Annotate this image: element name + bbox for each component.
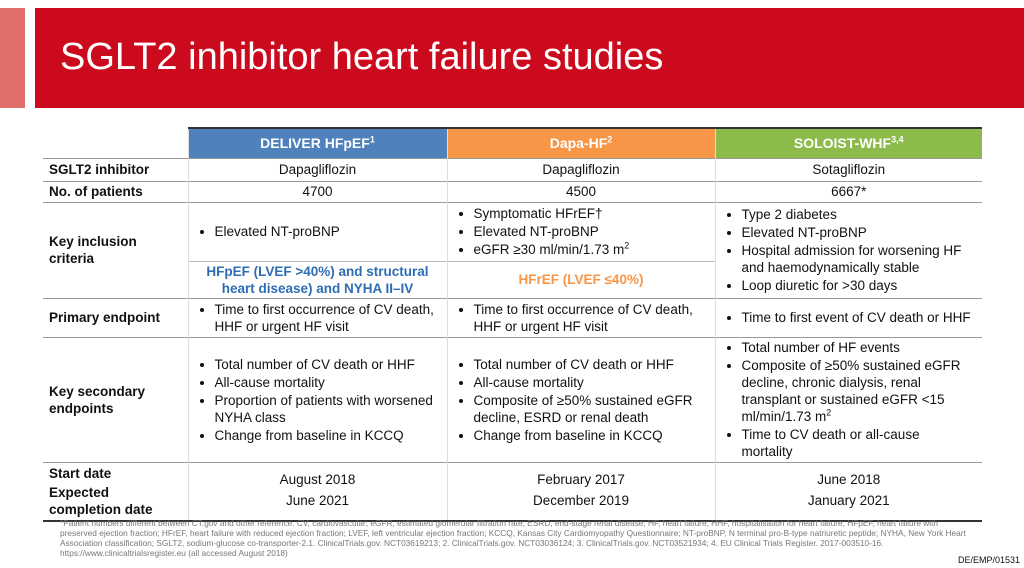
superscript: 2 [826,407,832,418]
bullet-list: Time to first event of CV death or HHF [724,309,975,326]
bullet: Total number of HF events [742,339,975,356]
bullet: Total number of CV death or HHF [215,356,439,373]
reference-code: DE/EMP/01531 [957,555,1020,565]
cell: Time to first event of CV death or HHF [714,297,982,337]
text: Dapa-HF [549,134,608,151]
column-header: SOLOIST-WHF3,4 [714,127,982,158]
header-row: DELIVER HFpEF1 Dapa-HF2 SOLOIST-WHF3,4 [43,127,982,158]
cell: Total number of CV death or HHFAll-cause… [187,336,447,462]
cell: Dapagliflozin [187,157,447,181]
superscript: 2 [624,240,630,251]
date: January 2021 [807,493,890,508]
text: DELIVER HFpEF [260,134,370,151]
criteria-note: HFrEF (LVEF ≤40%) [446,260,715,298]
bullet: Elevated NT-proBNP [474,223,707,240]
bullet: eGFR ≥30 ml/min/1.73 m2 [474,241,707,258]
row: Key inclusion criteria Elevated NT-proBNP… [43,201,982,298]
text: Composite of ≥50% sustained eGFR decline… [741,358,961,424]
row-label: Primary endpoint [43,297,188,337]
blank-cell [43,128,188,158]
bullet: Loop diuretic for >30 days [742,277,975,294]
cell: February 2017 December 2019 [446,461,715,522]
bullet: Time to first occurrence of CV death, HH… [474,301,707,335]
bullet-list: Time to first occurrence of CV death, HH… [197,301,439,335]
cell: 4700 [187,180,447,202]
bullet-list: Symptomatic HFrEF†Elevated NT-proBNPeGFR… [456,205,707,258]
row: Primary endpoint Time to first occurrence… [43,297,982,337]
bullet-list: Type 2 diabetesElevated NT-proBNPHospita… [724,206,975,294]
row-label: SGLT2 inhibitor [43,157,188,181]
text: eGFR ≥30 ml/min/1.73 m [473,242,625,257]
cell: Symptomatic HFrEF†Elevated NT-proBNPeGFR… [446,201,715,261]
bullet: Elevated NT-proBNP [215,223,439,240]
row-label: No. of patients [43,180,188,202]
date: August 2018 [279,472,356,487]
bullet: Time to first occurrence of CV death, HH… [215,301,439,335]
superscript: 3,4 [891,134,904,145]
date: February 2017 [537,472,625,487]
cell: June 2018 January 2021 [714,461,982,522]
title-banner: SGLT2 inhibitor heart failure studies [35,8,1024,108]
bullet-list: Total number of HF events Composite of ≥5… [724,339,975,460]
superscript: 1 [369,134,375,145]
cell: Time to first occurrence of CV death, HH… [187,297,447,337]
bullet: Time to first event of CV death or HHF [742,309,975,326]
note-row: HFpEF (LVEF >40%) and structural heart d… [43,260,982,298]
bullet: Proportion of patients with worsened NYH… [215,392,439,426]
row-label: Key secondary endpoints [43,336,188,462]
cell: August 2018 June 2021 [187,461,447,522]
criteria-note: HFpEF (LVEF >40%) and structural heart d… [187,260,447,298]
column-header: Dapa-HF2 [446,127,715,158]
row-label: Key inclusion criteria [43,201,188,298]
cell: 4500 [446,180,715,202]
bullet: Type 2 diabetes [742,206,975,223]
date: December 2019 [532,493,630,508]
bullet-list: Elevated NT-proBNP [197,223,439,240]
cell: Sotagliflozin [714,157,982,181]
bullet: Symptomatic HFrEF† [474,205,707,222]
bullet: Composite of ≥50% sustained eGFR decline… [474,392,707,426]
bullet-list: Time to first occurrence of CV death, HH… [456,301,707,335]
footnote: *Patient numbers different between CT.go… [60,518,966,558]
bullet-list: Total number of CV death or HHFAll-cause… [197,356,439,444]
cell: Elevated NT-proBNP [187,201,447,261]
text: SOLOIST-WHF [793,134,892,151]
bullet: Hospital admission for worsening HF and … [742,242,975,276]
bullet: Change from baseline in KCCQ [474,427,707,444]
slide-title: SGLT2 inhibitor heart failure studies [60,36,664,78]
bullet: All-cause mortality [215,374,439,391]
side-bar [0,8,25,108]
cell: Total number of CV death or HHFAll-cause… [446,336,715,462]
label-line: Expected completion date [49,484,153,517]
label-line: Start date [49,465,112,481]
bullet: Composite of ≥50% sustained eGFR decline… [742,357,975,425]
bullet-list: Total number of CV death or HHFAll-cause… [456,356,707,444]
bullet: Total number of CV death or HHF [474,356,707,373]
cell: Dapagliflozin [446,157,715,181]
cell: Total number of HF events Composite of ≥5… [714,336,982,462]
row: SGLT2 inhibitor Dapagliflozin Dapagliflozi… [43,157,982,181]
cell: Time to first occurrence of CV death, HH… [446,297,715,337]
study-table: DELIVER HFpEF1 Dapa-HF2 SOLOIST-WHF3,4 SGLT… [43,127,982,522]
cell: Type 2 diabetesElevated NT-proBNPHospita… [714,201,982,298]
bullet: Elevated NT-proBNP [742,224,975,241]
row: Key secondary endpointsTotal number of C… [43,336,982,462]
row: Start date Expected completion date August… [43,461,982,522]
row-label: Start date Expected completion date [43,461,188,522]
bullet: Change from baseline in KCCQ [215,427,439,444]
bullet: All-cause mortality [474,374,707,391]
date: June 2018 [817,472,881,487]
date: June 2021 [285,493,350,508]
column-header: DELIVER HFpEF1 [187,127,447,158]
row: No. of patients 4700 4500 6667* [43,180,982,202]
cell: 6667* [714,180,982,202]
bullet: Time to CV death or all-cause mortality [742,426,975,460]
superscript: 2 [607,134,613,145]
